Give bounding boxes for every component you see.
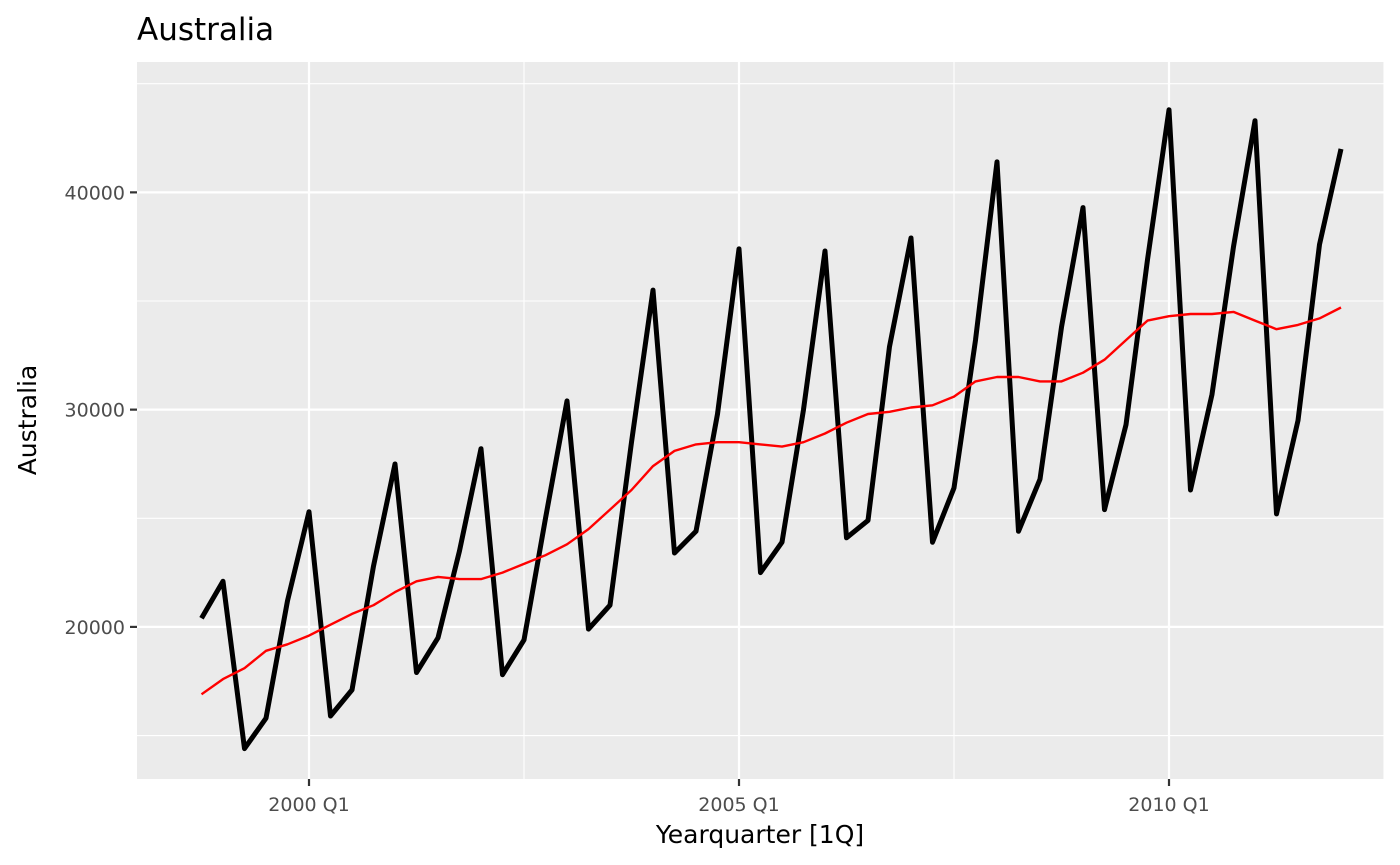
y-axis-title: Australia bbox=[13, 365, 42, 476]
x-axis-title: Yearquarter [1Q] bbox=[655, 820, 864, 849]
axis-ticks bbox=[130, 191, 1171, 786]
chart-title: Australia bbox=[137, 12, 274, 48]
x-tick-label: 2000 Q1 bbox=[268, 794, 349, 816]
y-tick-label: 30000 bbox=[65, 400, 125, 422]
x-tick-label: 2005 Q1 bbox=[698, 794, 779, 816]
axis-tick-labels: 2000 Q1 2005 Q1 2010 Q1 20000 30000 40000 bbox=[65, 182, 1210, 816]
series-line-black bbox=[199, 107, 1344, 752]
y-tick-label: 20000 bbox=[65, 617, 125, 639]
y-tick-label: 40000 bbox=[65, 182, 125, 204]
x-tick-label: 2010 Q1 bbox=[1128, 794, 1209, 816]
plot-panel bbox=[137, 62, 1384, 779]
series-lines bbox=[199, 107, 1344, 752]
series-line-red bbox=[200, 306, 1342, 696]
